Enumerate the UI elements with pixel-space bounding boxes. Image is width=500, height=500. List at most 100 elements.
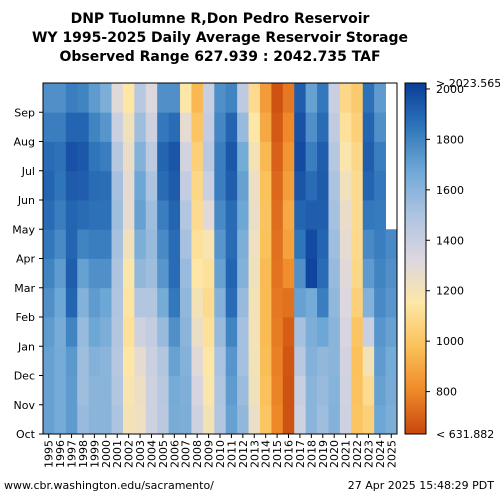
x-tick-label: 2016 [283, 440, 296, 468]
heatmap-cell [111, 112, 124, 142]
heatmap-cell [328, 287, 341, 318]
heatmap-cell [282, 404, 295, 435]
heatmap-cell [339, 141, 352, 172]
heatmap-cell [305, 317, 318, 347]
heatmap-cell [248, 346, 261, 376]
heatmap-cell [111, 229, 124, 259]
heatmap-cell [225, 375, 238, 406]
heatmap-cell [180, 83, 192, 113]
x-tick-label: 1998 [77, 440, 90, 468]
heatmap-cell [248, 317, 261, 347]
heatmap-cell [237, 375, 249, 406]
heatmap-cell [65, 317, 78, 347]
heatmap-cell [271, 229, 284, 259]
heatmap-cell [43, 200, 55, 230]
heatmap-cell [282, 317, 295, 347]
heatmap-cell [100, 170, 112, 201]
heatmap-cell [43, 404, 55, 435]
heatmap-cell [202, 83, 215, 113]
heatmap-cell [100, 317, 112, 347]
heatmap-cell [100, 346, 112, 376]
heatmap-cell [339, 229, 352, 259]
heatmap-cell [111, 404, 124, 435]
heatmap-cell [65, 229, 78, 259]
heatmap-cell [100, 258, 112, 289]
heatmap-cell [134, 83, 147, 113]
heatmap-cell [237, 346, 249, 376]
heatmap-cell [168, 404, 181, 435]
heatmap-cell [317, 346, 329, 376]
heatmap-cell [259, 200, 272, 230]
heatmap-cell [134, 404, 147, 435]
heatmap-cell [122, 200, 135, 230]
y-tick-label: Aug [14, 136, 35, 149]
heatmap-cell [248, 141, 261, 172]
heatmap-cell [100, 83, 112, 113]
heatmap-cell [305, 229, 318, 259]
heatmap-cell [100, 375, 112, 406]
x-tick-label: 2005 [157, 440, 170, 468]
heatmap-cell [374, 141, 386, 172]
heatmap-cell [111, 258, 124, 289]
heatmap-cell [191, 112, 204, 142]
heatmap-cell [77, 170, 90, 201]
footer-source[interactable]: www.cbr.washington.edu/sacramento/ [4, 479, 214, 492]
heatmap-cell [77, 287, 90, 318]
heatmap-cell [225, 346, 238, 376]
y-tick-label: Jan [17, 340, 35, 353]
y-tick-label: Apr [16, 253, 36, 266]
heatmap-cell [191, 317, 204, 347]
heatmap-cell [259, 170, 272, 201]
heatmap-cell [328, 170, 341, 201]
heatmap-cell [317, 200, 329, 230]
heatmap-cell [100, 112, 112, 142]
heatmap-cell [88, 287, 101, 318]
heatmap-cell [180, 258, 192, 289]
heatmap-cell [362, 404, 375, 435]
heatmap-cell [328, 229, 341, 259]
chart-range-text: Observed Range 627.939 : 2042.735 TAF [59, 49, 381, 65]
heatmap-cell [157, 83, 170, 113]
heatmap-cell [134, 229, 147, 259]
heatmap-cell [282, 141, 295, 172]
heatmap-cell [145, 404, 158, 435]
x-tick-label: 1999 [88, 440, 101, 468]
heatmap-cell [271, 375, 284, 406]
y-tick-label: Dec [14, 370, 35, 383]
heatmap-cell [248, 83, 261, 113]
heatmap-cell [362, 375, 375, 406]
heatmap-cell [271, 287, 284, 318]
heatmap-cell [145, 317, 158, 347]
heatmap-cell [100, 200, 112, 230]
heatmap-cell [111, 200, 124, 230]
heatmap-cell [180, 317, 192, 347]
heatmap-cell [180, 200, 192, 230]
x-tick-label: 2019 [317, 440, 330, 468]
heatmap-cell [271, 170, 284, 201]
heatmap-cell [339, 287, 352, 318]
heatmap-cell [374, 287, 386, 318]
heatmap-cell [259, 258, 272, 289]
heatmap-cell [43, 170, 55, 201]
heatmap-cell [328, 317, 341, 347]
heatmap-cell [374, 346, 386, 376]
heatmap-cell [43, 317, 55, 347]
heatmap-cell [122, 141, 135, 172]
heatmap-cell [134, 112, 147, 142]
heatmap-cell [362, 112, 375, 142]
heatmap-cell [317, 83, 329, 113]
heatmap-cell [157, 229, 170, 259]
heatmap-cell [374, 404, 386, 435]
heatmap-cell [54, 346, 67, 376]
heatmap-cell [168, 317, 181, 347]
heatmap-cell [294, 404, 307, 435]
heatmap-cell [168, 170, 181, 201]
heatmap-cell [100, 141, 112, 172]
heatmap-cell [214, 200, 227, 230]
heatmap-cell [145, 258, 158, 289]
heatmap-cell [271, 317, 284, 347]
colorbar [404, 82, 427, 435]
heatmap-cell [157, 258, 170, 289]
heatmap-cell [317, 375, 329, 406]
